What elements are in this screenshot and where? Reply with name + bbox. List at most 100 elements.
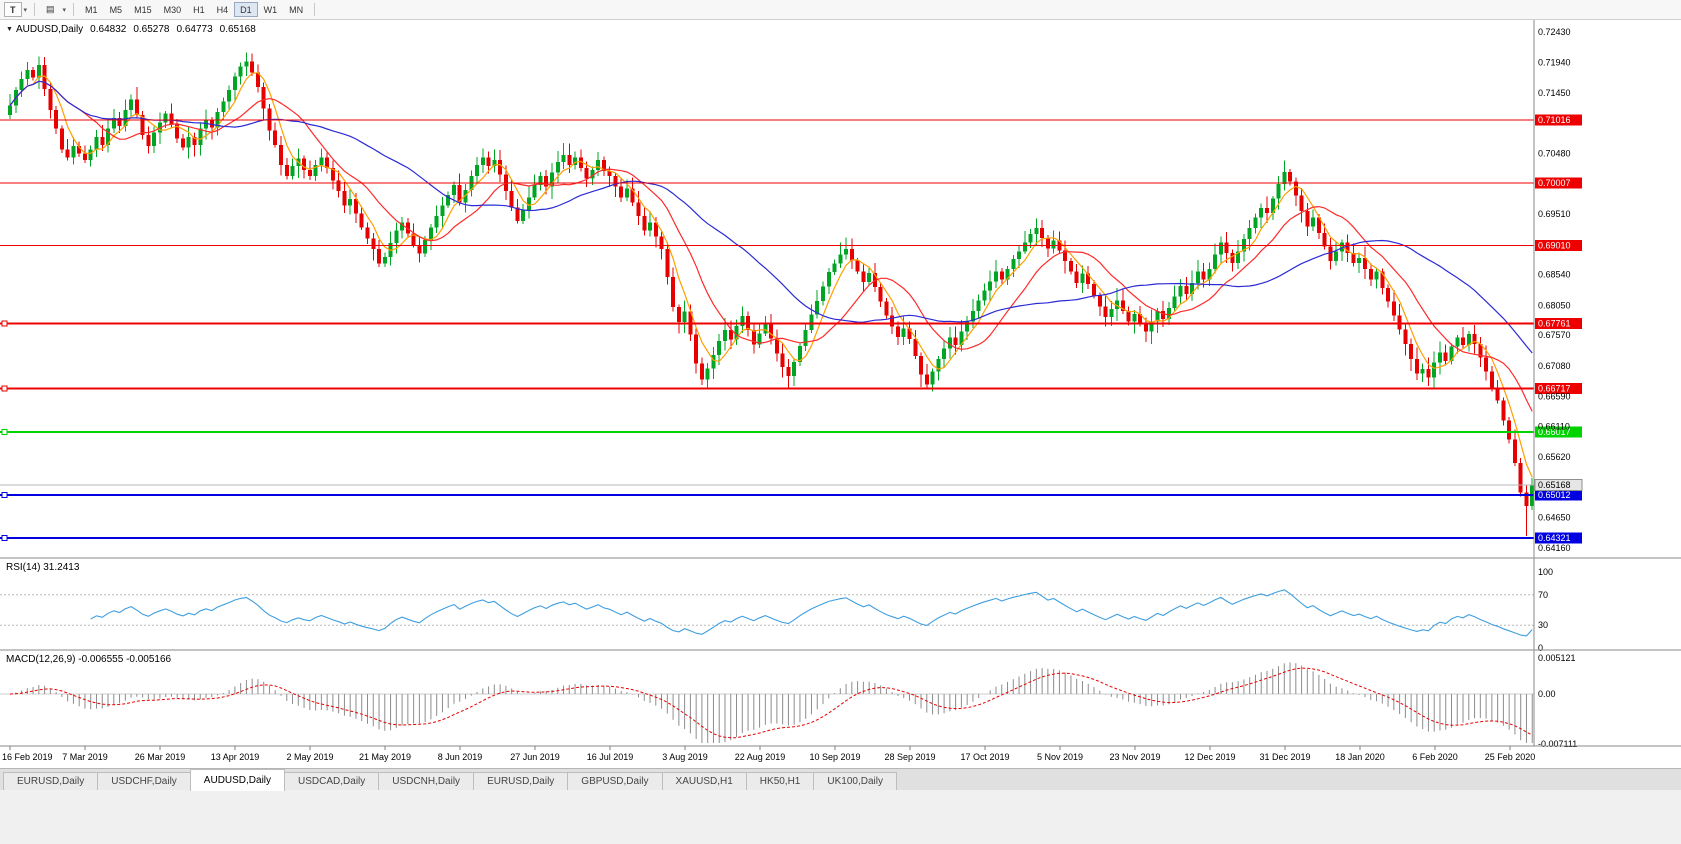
svg-text:10 Sep 2019: 10 Sep 2019	[809, 752, 860, 762]
macd-indicator-label: MACD(12,26,9) -0.006555 -0.005166	[6, 654, 172, 665]
svg-text:0.64321: 0.64321	[1538, 533, 1571, 543]
svg-text:3 Aug 2019: 3 Aug 2019	[662, 752, 708, 762]
symbol-marker-icon: ▼	[6, 26, 13, 33]
svg-text:100: 100	[1538, 567, 1553, 577]
svg-text:0.00: 0.00	[1538, 689, 1556, 699]
close-value: 0.65168	[219, 24, 256, 35]
svg-text:0.69010: 0.69010	[1538, 240, 1571, 250]
svg-text:13 Apr 2019: 13 Apr 2019	[211, 752, 260, 762]
svg-text:0.71940: 0.71940	[1538, 58, 1571, 68]
timeframe-button-w1[interactable]: W1	[258, 2, 284, 17]
status-bar	[0, 790, 1681, 844]
svg-text:0.68540: 0.68540	[1538, 270, 1571, 280]
timeframe-button-d1[interactable]: D1	[234, 2, 258, 17]
svg-text:0.005121: 0.005121	[1538, 653, 1576, 663]
svg-text:26 Mar 2019: 26 Mar 2019	[135, 752, 186, 762]
price-level-lines[interactable]: 0.71016 0.70007 0.69010 0.67761 0.66717 0.660…	[0, 114, 1582, 544]
svg-text:70: 70	[1538, 590, 1548, 600]
tab-uk100-daily[interactable]: UK100,Daily	[813, 772, 897, 791]
svg-text:0.64160: 0.64160	[1538, 543, 1571, 553]
svg-text:0.65168: 0.65168	[1538, 480, 1571, 490]
price-axis[interactable]: 0.72430 0.71940 0.71450 0.70480 0.69510 0.685…	[1538, 27, 1571, 553]
svg-text:-0.007111: -0.007111	[1538, 739, 1577, 749]
template-button[interactable]: T	[4, 2, 22, 17]
svg-text:21 May 2019: 21 May 2019	[359, 752, 411, 762]
tab-xauusd-h1[interactable]: XAUUSD,H1	[661, 772, 747, 791]
svg-text:7 Mar 2019: 7 Mar 2019	[62, 752, 108, 762]
timeframe-button-h4[interactable]: H4	[211, 2, 235, 17]
tab-gbpusd-daily[interactable]: GBPUSD,Daily	[567, 772, 663, 791]
svg-text:0.65620: 0.65620	[1538, 452, 1571, 462]
open-value: 0.64832	[90, 24, 127, 35]
svg-text:0.69510: 0.69510	[1538, 209, 1571, 219]
timeframe-button-mn[interactable]: MN	[283, 2, 309, 17]
chevron-down-icon[interactable]: ▾	[62, 6, 67, 14]
svg-text:0.66017: 0.66017	[1538, 427, 1571, 437]
tab-usdchf-daily[interactable]: USDCHF,Daily	[97, 772, 191, 791]
timeframe-button-m15[interactable]: M15	[128, 2, 158, 17]
svg-text:6 Feb 2020: 6 Feb 2020	[1412, 752, 1458, 762]
toolbar-divider	[34, 3, 36, 16]
svg-text:17 Oct 2019: 17 Oct 2019	[960, 752, 1009, 762]
chevron-down-icon[interactable]: ▾	[23, 6, 28, 14]
tab-audusd-daily[interactable]: AUDUSD,Daily	[189, 769, 286, 791]
svg-text:25 Feb 2020: 25 Feb 2020	[1485, 752, 1536, 762]
date-axis[interactable]: 16 Feb 2019 7 Mar 2019 26 Mar 2019 13 Apr 2…	[2, 746, 1535, 762]
svg-text:0.71016: 0.71016	[1538, 115, 1571, 125]
rsi-indicator-label: RSI(14) 31.2413	[6, 562, 80, 573]
svg-text:5 Nov 2019: 5 Nov 2019	[1037, 752, 1083, 762]
svg-text:28 Sep 2019: 28 Sep 2019	[884, 752, 935, 762]
macd-pane: 0.005121 0.00 -0.007111	[0, 653, 1577, 749]
svg-text:0.67570: 0.67570	[1538, 330, 1571, 340]
tab-usdcnh-daily[interactable]: USDCNH,Daily	[378, 772, 475, 791]
chart-tab-bar: EURUSD,Daily USDCHF,Daily AUDUSD,Daily USDC…	[0, 768, 1681, 791]
svg-text:0.70480: 0.70480	[1538, 149, 1571, 159]
svg-text:8 Jun 2019: 8 Jun 2019	[438, 752, 483, 762]
svg-text:0.67080: 0.67080	[1538, 361, 1571, 371]
svg-text:16 Jul 2019: 16 Jul 2019	[587, 752, 634, 762]
svg-text:2 May 2019: 2 May 2019	[286, 752, 333, 762]
moving-average-lines	[9, 72, 1533, 478]
top-toolbar: T ▾ ▤ ▾ M1 M5 M15 M30 H1 H4 D1 W1 MN	[0, 0, 1681, 20]
timeframe-button-m5[interactable]: M5	[104, 2, 129, 17]
svg-text:18 Jan 2020: 18 Jan 2020	[1335, 752, 1385, 762]
rsi-pane: 100 70 30 0	[0, 567, 1553, 653]
high-value: 0.65278	[133, 24, 170, 35]
candles	[8, 52, 1535, 537]
tab-eurusd-daily[interactable]: EURUSD,Daily	[473, 772, 569, 791]
svg-text:0.71450: 0.71450	[1538, 88, 1571, 98]
pane-borders	[0, 20, 1681, 747]
svg-text:31 Dec 2019: 31 Dec 2019	[1259, 752, 1310, 762]
timeframe-button-m1[interactable]: M1	[79, 2, 104, 17]
svg-text:16 Feb 2019: 16 Feb 2019	[2, 752, 53, 762]
svg-text:27 Jun 2019: 27 Jun 2019	[510, 752, 560, 762]
tab-hk50-h1[interactable]: HK50,H1	[745, 772, 815, 791]
svg-text:12 Dec 2019: 12 Dec 2019	[1184, 752, 1235, 762]
chart-area: 0.71016 0.70007 0.69010 0.67761 0.66717 0.660…	[0, 20, 1681, 768]
low-value: 0.64773	[176, 24, 213, 35]
svg-text:0.72430: 0.72430	[1538, 27, 1571, 37]
timeframe-button-h1[interactable]: H1	[187, 2, 211, 17]
svg-text:0.66110: 0.66110	[1538, 421, 1570, 431]
timeframe-buttons: M1 M5 M15 M30 H1 H4 D1 W1 MN	[79, 2, 309, 17]
svg-text:30: 30	[1538, 620, 1548, 630]
bid-price-line: 0.65168	[0, 479, 1583, 492]
toolbar-divider	[314, 3, 316, 16]
svg-text:0: 0	[1538, 643, 1543, 653]
tab-eurusd-daily[interactable]: EURUSD,Daily	[3, 772, 99, 791]
svg-text:0.68050: 0.68050	[1538, 300, 1571, 310]
svg-text:0.64650: 0.64650	[1538, 512, 1571, 522]
svg-text:0.67761: 0.67761	[1538, 318, 1571, 328]
toolbar-divider	[73, 3, 75, 16]
objects-button[interactable]: ▤	[40, 2, 61, 17]
svg-text:23 Nov 2019: 23 Nov 2019	[1109, 752, 1160, 762]
quote-line: ▼ AUDUSD,Daily 0.64832 0.65278 0.64773 0.6516…	[6, 24, 256, 35]
svg-text:0.70007: 0.70007	[1538, 178, 1571, 188]
svg-text:22 Aug 2019: 22 Aug 2019	[735, 752, 786, 762]
svg-text:0.65012: 0.65012	[1538, 490, 1571, 500]
tab-usdcad-daily[interactable]: USDCAD,Daily	[284, 772, 380, 791]
timeframe-button-m30[interactable]: M30	[158, 2, 188, 17]
chart-canvas[interactable]: 0.71016 0.70007 0.69010 0.67761 0.66717 0.660…	[0, 20, 1681, 768]
svg-text:0.66590: 0.66590	[1538, 391, 1571, 401]
